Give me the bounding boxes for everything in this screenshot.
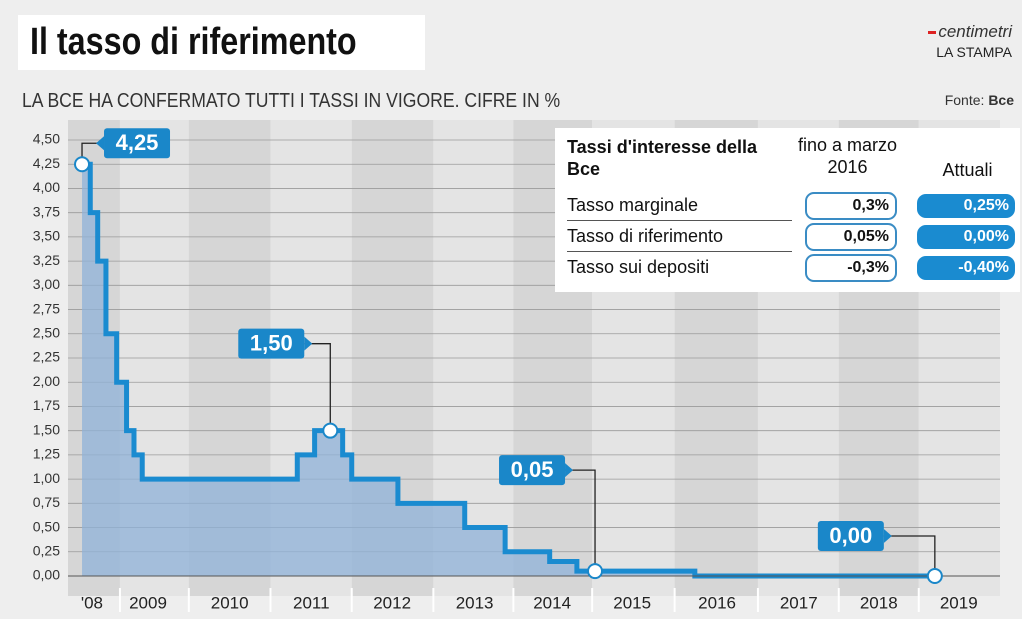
y-tick-label: 2,25 <box>33 349 60 365</box>
rate-line <box>82 161 935 579</box>
current-rate: -0,40% <box>917 256 1015 280</box>
y-tick-label: 4,00 <box>33 179 60 195</box>
row-label: Tasso di riferimento <box>567 226 724 246</box>
y-tick-label: 3,50 <box>33 228 60 244</box>
callout-notch <box>883 529 892 543</box>
y-tick-label: 1,50 <box>33 421 60 437</box>
old-rate: 0,3% <box>805 192 897 220</box>
highlight-point <box>74 156 91 173</box>
x-tick-label: 2014 <box>533 593 571 612</box>
y-tick-label: 0,75 <box>33 494 60 510</box>
connector <box>304 343 331 431</box>
publisher: LA STAMPA <box>936 44 1012 60</box>
column-header: fino a marzo 2016 <box>797 135 898 177</box>
y-tick-label: 3,75 <box>33 203 60 219</box>
column-header: Attuali <box>942 160 993 180</box>
callout-box <box>817 521 884 551</box>
row-label: Tasso marginale <box>567 195 699 215</box>
title-box: Il tasso di riferimento <box>18 15 425 70</box>
x-tick-label: 2013 <box>456 593 494 612</box>
callout-notch <box>96 136 105 151</box>
y-tick-label: 3,25 <box>33 252 60 268</box>
highlight-point <box>587 563 604 580</box>
callout-label: 0,00 <box>829 523 872 548</box>
callout-box <box>104 128 171 159</box>
callout-notch <box>565 463 574 478</box>
source: Fonte: Bce <box>945 92 1014 108</box>
y-tick-label: 4,25 <box>33 155 60 171</box>
source-name: Bce <box>988 92 1014 108</box>
table-title: Tassi d'interesse della Bce <box>567 137 758 179</box>
x-tick-label: 2010 <box>211 593 249 612</box>
x-tick-label: 2012 <box>373 593 411 612</box>
y-tick-label: 1,25 <box>33 446 60 462</box>
x-tick-label: 2015 <box>613 593 651 612</box>
callout-label: 1,50 <box>250 330 293 355</box>
x-tick-label: 2017 <box>780 593 818 612</box>
subtitle: LA BCE HA CONFERMATO TUTTI I TASSI IN VI… <box>22 90 561 112</box>
callout-notch <box>304 336 313 351</box>
x-tick-label: 2019 <box>940 593 978 612</box>
y-tick-label: 4,50 <box>33 131 60 147</box>
callout-label: 0,05 <box>511 457 554 482</box>
old-rate: -0,3% <box>805 254 897 282</box>
x-tick-label: 2011 <box>293 593 330 612</box>
y-tick-label: 1,00 <box>33 470 60 486</box>
highlight-point <box>322 422 339 439</box>
y-tick-label: 0,50 <box>33 518 60 534</box>
source-label: Fonte: <box>944 92 985 108</box>
callout-box <box>238 328 305 359</box>
x-tick-label: 2018 <box>860 593 898 612</box>
x-tick-label: 2009 <box>129 593 167 612</box>
y-tick-label: 2,75 <box>33 300 60 316</box>
y-tick-label: 2,50 <box>33 324 60 340</box>
connector <box>883 535 936 576</box>
area <box>82 164 935 576</box>
callout-label: 4,25 <box>116 130 159 155</box>
current-rate: 0,00% <box>917 225 1015 249</box>
y-tick-label: 3,00 <box>33 276 60 292</box>
x-tick-label: '08 <box>81 593 103 612</box>
callout-box <box>499 455 566 486</box>
y-tick-label: 2,00 <box>33 373 60 389</box>
x-tick-label: 2016 <box>698 593 736 612</box>
current-rate: 0,25% <box>917 194 1015 218</box>
y-tick-label: 1,75 <box>33 397 60 413</box>
row-label: Tasso sui depositi <box>567 257 710 277</box>
highlight-point <box>926 568 943 584</box>
chart-title: Il tasso di riferimento <box>30 21 357 63</box>
connector <box>565 469 596 572</box>
y-tick-label: 0,00 <box>33 567 60 583</box>
brand: centimetri <box>928 22 1012 42</box>
rates-table: Tassi d'interesse della Bce fino a marzo… <box>555 128 1020 292</box>
old-rate: 0,05% <box>805 223 897 251</box>
y-tick-label: 0,25 <box>33 542 60 558</box>
separator <box>567 220 792 221</box>
separator <box>567 251 792 252</box>
